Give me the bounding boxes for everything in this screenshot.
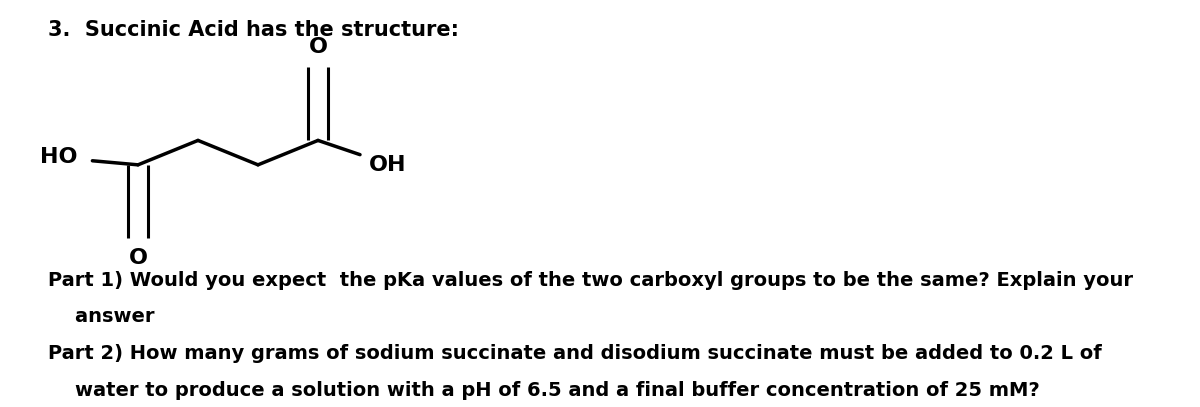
Text: Part 1) Would you expect  the pKa values of the two carboxyl groups to be the sa: Part 1) Would you expect the pKa values … [48, 271, 1133, 290]
Text: OH: OH [368, 155, 406, 175]
Text: water to produce a solution with a pH of 6.5 and a final buffer concentration of: water to produce a solution with a pH of… [48, 381, 1039, 400]
Text: 3.  Succinic Acid has the structure:: 3. Succinic Acid has the structure: [48, 20, 458, 40]
Text: answer: answer [48, 307, 155, 326]
Text: O: O [308, 37, 328, 57]
Text: Part 2) How many grams of sodium succinate and disodium succinate must be added : Part 2) How many grams of sodium succina… [48, 344, 1102, 363]
Text: O: O [128, 248, 148, 268]
Text: HO: HO [41, 147, 78, 167]
